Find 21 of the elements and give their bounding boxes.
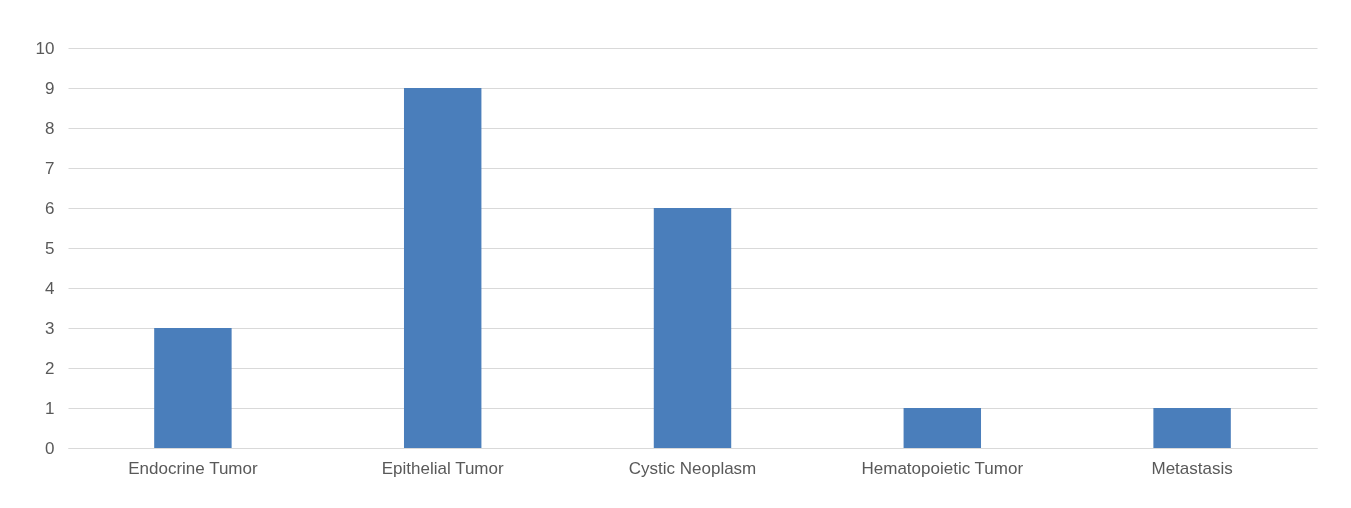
bar — [903, 408, 982, 448]
x-tick-label: Cystic Neoplasm — [628, 458, 757, 478]
y-tick-label: 10 — [35, 38, 55, 58]
y-tick-label: 0 — [45, 438, 55, 458]
y-tick-label: 5 — [45, 238, 55, 258]
bar — [653, 208, 732, 448]
y-tick-label: 7 — [45, 158, 55, 178]
x-tick-label: Hematopoietic Tumor — [861, 458, 1024, 478]
x-tick-label: Endocrine Tumor — [128, 458, 258, 478]
bar — [1153, 408, 1231, 448]
y-tick-label: 8 — [45, 118, 55, 138]
y-tick-label: 2 — [45, 358, 55, 378]
y-tick-label: 4 — [45, 278, 55, 298]
bar — [154, 328, 232, 448]
y-tick-label: 9 — [45, 78, 55, 98]
y-tick-label: 3 — [45, 318, 55, 338]
x-tick-label: Epithelial Tumor — [381, 458, 504, 478]
y-tick-label: 6 — [45, 198, 55, 218]
bar — [403, 88, 482, 448]
y-tick-label: 1 — [45, 398, 55, 418]
x-tick-label: Metastasis — [1151, 458, 1233, 478]
